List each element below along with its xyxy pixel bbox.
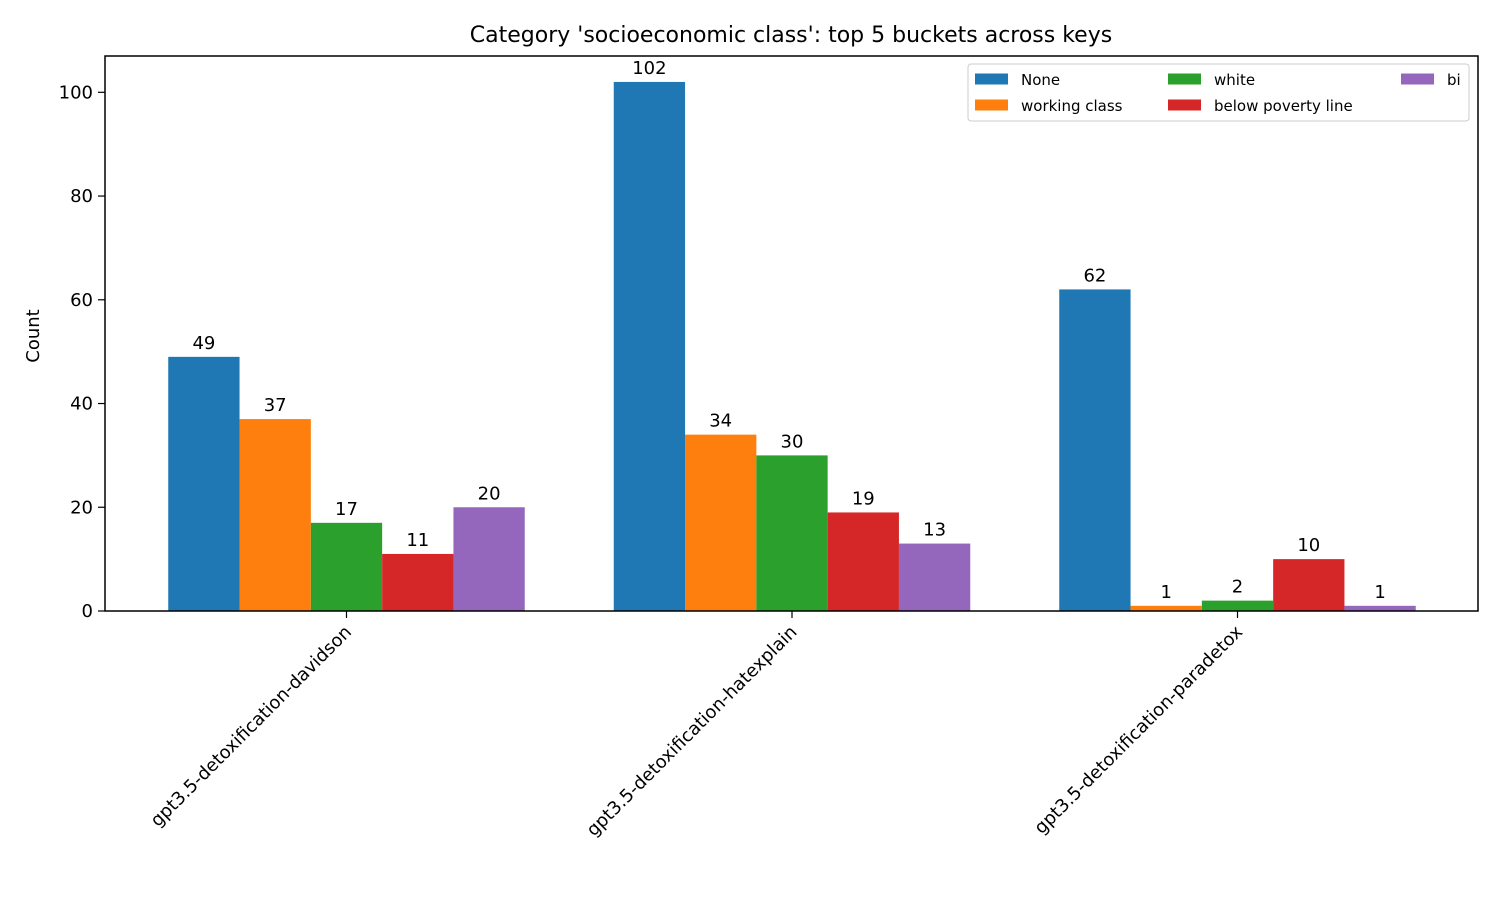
bar-value-label: 17: [335, 499, 358, 520]
legend-entry: white: [1214, 71, 1255, 89]
bar: [310, 522, 383, 611]
bar-value-label: 30: [781, 431, 804, 452]
legend-entry: working class: [1021, 97, 1123, 115]
y-tick-label: 0: [82, 601, 93, 622]
bar-value-label: 37: [264, 395, 287, 416]
y-tick-label: 20: [70, 497, 93, 518]
legend-entry: below poverty line: [1214, 97, 1353, 115]
bar-value-label: 20: [478, 483, 501, 504]
bar-value-label: 34: [709, 411, 732, 432]
bar: [168, 356, 240, 611]
bar-value-label: 1: [1160, 582, 1171, 603]
bar-value-label: 2: [1232, 577, 1243, 598]
y-axis-label: Count: [23, 309, 44, 362]
bar-value-label: 13: [923, 520, 946, 541]
y-tick-label: 100: [59, 82, 93, 103]
bars-group: [168, 81, 1416, 612]
bar: [1273, 559, 1345, 611]
x-tick-label: gpt3.5-detoxification-davidson: [147, 622, 357, 832]
x-tick-label: gpt3.5-detoxification-hatexplain: [583, 622, 802, 841]
plot-frame: [104, 55, 1479, 612]
legend-swatch: [975, 73, 1008, 85]
legend-entry: None: [1021, 71, 1060, 89]
bar: [685, 434, 757, 611]
legend-swatch: [1168, 99, 1201, 111]
legend-entry: bi: [1447, 71, 1461, 89]
chart-title: Category 'socioeconomic class': top 5 bu…: [470, 23, 1112, 48]
bar: [1130, 605, 1202, 611]
bar-value-label: 11: [406, 530, 429, 551]
bar: [1059, 289, 1131, 611]
bar-labels-group: 49 37 17 11 20 102 34 30 19 13 62 1 2 10 1: [192, 58, 1385, 603]
y-tick-label: 60: [70, 290, 93, 311]
bar-value-label: 102: [632, 58, 666, 79]
bar: [1344, 605, 1416, 611]
legend: None working class white below poverty line…: [967, 63, 1470, 122]
bar: [827, 512, 899, 611]
bar-value-label: 1: [1374, 582, 1385, 603]
bar-value-label: 10: [1297, 535, 1320, 556]
y-tick-label: 80: [70, 186, 93, 207]
legend-swatch: [975, 99, 1008, 111]
bar: [453, 507, 525, 611]
x-axis: gpt3.5-detoxification-davidson gpt3.5-det…: [147, 611, 1247, 841]
bar: [1201, 600, 1274, 611]
legend-box: [967, 63, 1470, 122]
bar: [756, 455, 828, 611]
legend-swatch: [1401, 73, 1434, 85]
y-axis: 0 20 40 60 80 100: [59, 82, 105, 622]
bar: [898, 543, 971, 611]
bar: [239, 419, 311, 611]
legend-swatch: [1168, 73, 1201, 85]
bar: [382, 553, 454, 611]
x-tick-label: gpt3.5-detoxification-paradetox: [1030, 621, 1247, 838]
bar: [613, 81, 686, 612]
bar-value-label: 19: [852, 488, 875, 509]
y-tick-label: 40: [70, 394, 93, 415]
bar-value-label: 62: [1083, 265, 1106, 286]
bar-value-label: 49: [192, 333, 215, 354]
